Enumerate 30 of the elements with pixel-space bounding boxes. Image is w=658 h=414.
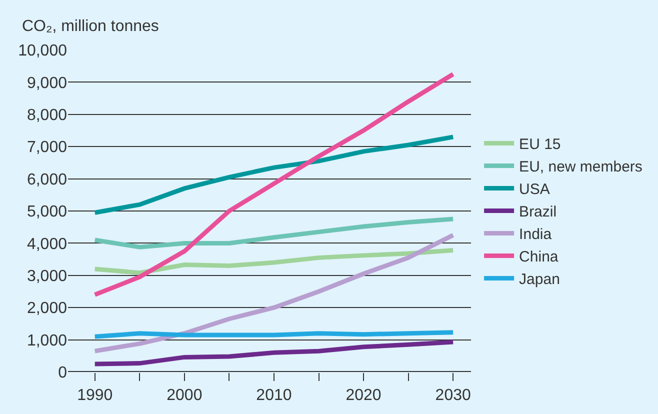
- x-tick-label: 2030: [435, 387, 471, 404]
- line-series: [92, 232, 456, 354]
- y-tick-label: 0: [58, 364, 68, 382]
- y-tick-label: 9,000: [26, 74, 68, 92]
- y-tick-label: 5,000: [26, 204, 68, 221]
- line-series: [92, 72, 456, 297]
- x-tick-label: 2000: [166, 387, 202, 404]
- legend-label: China: [519, 248, 559, 266]
- legend-label: USA: [519, 181, 550, 198]
- y-axis-title: CO₂, million tonnes: [22, 18, 159, 35]
- line-series: [92, 134, 456, 215]
- legend-label: Brazil: [519, 204, 557, 221]
- y-tick-label: 6,000: [26, 171, 68, 188]
- line-series: [92, 248, 456, 276]
- x-tick-label: 2020: [346, 387, 382, 404]
- y-tick-label: 8,000: [26, 107, 68, 124]
- y-tick-label: 7,000: [26, 139, 68, 156]
- line-series: [92, 216, 456, 250]
- legend-label: EU 15: [519, 136, 561, 154]
- x-tick-label: 1990: [77, 387, 113, 404]
- y-tick-label: 2,000: [26, 300, 68, 318]
- legend-label: Japan: [519, 271, 560, 288]
- y-tick-label: 3,000: [26, 268, 68, 285]
- y-tick-label: 1,000: [26, 332, 68, 350]
- x-tick-label: 2010: [256, 387, 292, 404]
- legend-label: EU, new members: [519, 158, 642, 176]
- y-tick-label: 10,000: [18, 42, 68, 60]
- y-tick-label: 4,000: [26, 236, 68, 253]
- legend-label: India: [519, 226, 552, 244]
- line-series: [92, 340, 456, 366]
